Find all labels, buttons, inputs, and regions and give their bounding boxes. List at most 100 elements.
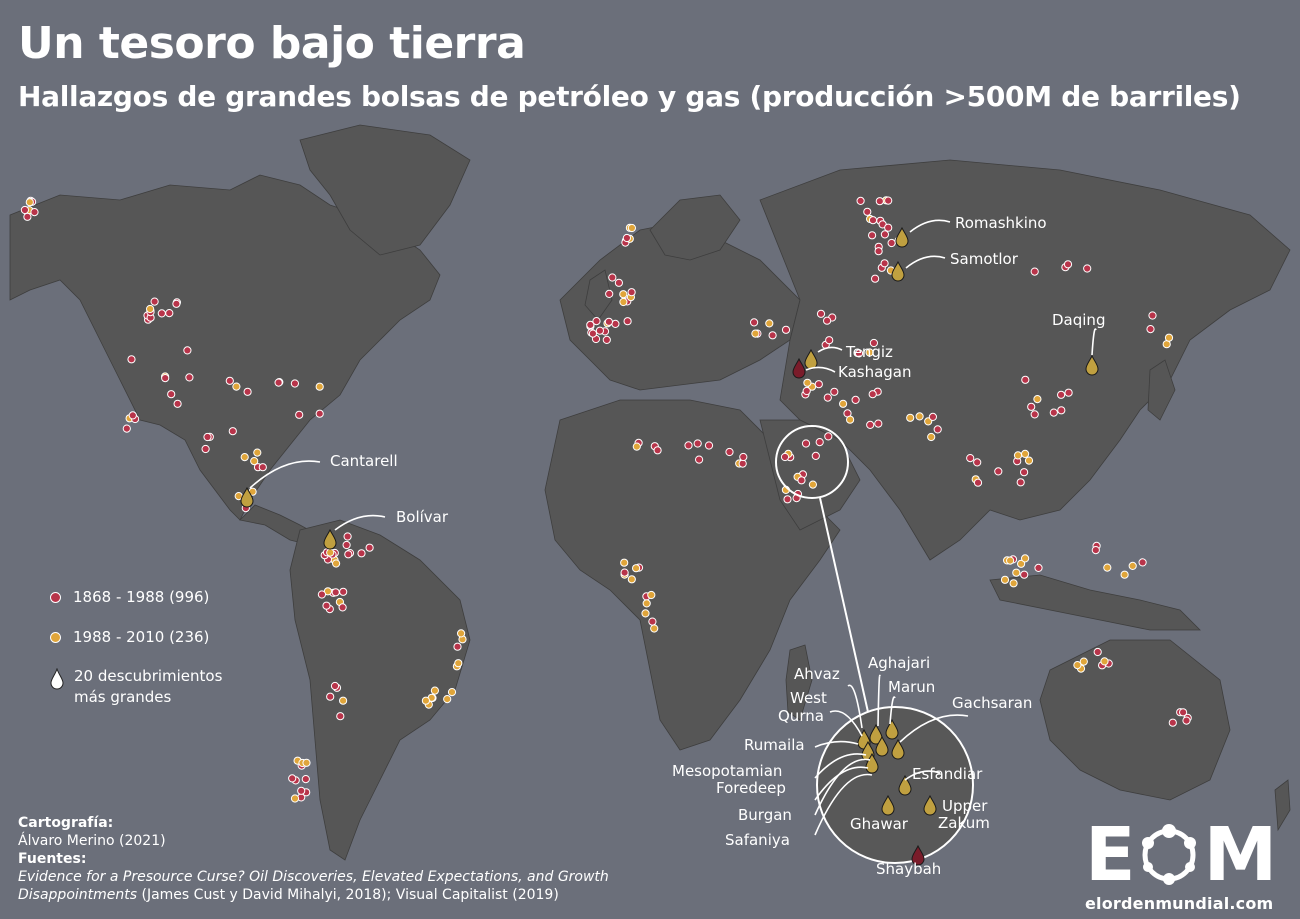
discovery-dot xyxy=(627,288,636,297)
discovery-dot xyxy=(768,331,777,340)
field-labels: Romashkino Samotlor Daqing Tengiz Kashag… xyxy=(330,214,1105,878)
legend-label-largest-line1: 20 descubrimientos xyxy=(74,667,223,685)
discovery-dot xyxy=(165,309,174,318)
cartography-value: Álvaro Merino (2021) xyxy=(18,833,166,849)
australia xyxy=(1039,639,1231,801)
oil-drop-marker xyxy=(911,844,925,866)
label-arrow xyxy=(904,770,941,781)
logo-letter-e: E xyxy=(1085,812,1136,898)
label-arrow xyxy=(814,740,859,748)
discovery-dot xyxy=(874,419,883,428)
label-tengiz: Tengiz xyxy=(845,343,893,361)
discovery-dot xyxy=(627,575,636,584)
discovery-dot xyxy=(815,438,824,447)
cartography-label: Cartografía: xyxy=(18,815,114,831)
discovery-dot xyxy=(326,548,335,557)
discovery-dot xyxy=(973,478,983,487)
label-mesopotamian: Mesopotamian xyxy=(672,762,782,780)
discovery-dot xyxy=(1079,657,1088,666)
discovery-dot xyxy=(302,758,311,767)
south-america xyxy=(289,519,471,861)
legend-item-largest: 20 descubrimientos más grandes xyxy=(50,666,222,708)
legend: 1868 - 1988 (996) 1988 - 2010 (236) 20 d… xyxy=(50,588,222,722)
discovery-dot xyxy=(884,196,893,205)
discovery-dot xyxy=(20,205,29,215)
map-subtitle: Hallazgos de grandes bolsas de petróleo … xyxy=(18,80,1241,113)
discovery-dot xyxy=(933,425,942,434)
label-arrow xyxy=(814,766,869,801)
legend-label-largest: 20 descubrimientos más grandes xyxy=(74,666,222,708)
discovery-dot xyxy=(604,317,614,326)
logo-letter-m: M xyxy=(1203,812,1278,898)
discovery-dot xyxy=(906,413,915,422)
discovery-dot xyxy=(868,216,878,225)
discovery-dot xyxy=(343,532,352,541)
discovery-dot xyxy=(781,325,791,334)
discovery-dot xyxy=(619,297,628,307)
discovery-dot xyxy=(161,374,170,383)
discovery-dot xyxy=(738,459,747,468)
discovery-dot xyxy=(225,376,234,385)
discovery-dot xyxy=(839,399,848,408)
discovery-dot xyxy=(830,387,839,396)
label-esfandiar: Esfandiar xyxy=(912,765,983,783)
logo-globe-icon xyxy=(1141,824,1196,885)
discovery-dot xyxy=(739,452,748,462)
gulf-highlight-circle xyxy=(775,425,849,499)
discovery-dot xyxy=(326,692,335,701)
discovery-dot xyxy=(1179,708,1188,717)
discovery-dot xyxy=(620,558,629,567)
source-title-line1: Evidence for a Presource Curse? Oil Disc… xyxy=(18,869,609,885)
discovery-dot xyxy=(641,609,650,618)
discovery-dot xyxy=(301,775,310,784)
discovery-dot xyxy=(811,451,820,460)
discovery-dot xyxy=(453,642,462,651)
discovery-dot xyxy=(339,587,348,596)
label-cantarell: Cantarell xyxy=(330,452,398,470)
discovery-dot xyxy=(331,588,340,597)
discovery-dot xyxy=(1020,468,1029,477)
discovery-dot xyxy=(623,317,632,326)
discovery-dot xyxy=(801,439,811,448)
oil-drop-marker xyxy=(923,794,937,816)
discovery-dot xyxy=(128,411,137,420)
label-arrow xyxy=(249,460,321,489)
discovery-dot xyxy=(1000,575,1010,584)
discovery-dot xyxy=(1006,556,1015,565)
discovery-dot xyxy=(232,382,241,391)
source-details: (James Cust y David Mihalyi, 2018); Visu… xyxy=(137,887,559,903)
discovery-dot xyxy=(1021,554,1030,563)
madagascar xyxy=(785,644,813,721)
oil-drop-marker xyxy=(891,738,905,760)
label-upper-zakum-1: Upper xyxy=(942,797,988,815)
map-title: Un tesoro bajo tierra xyxy=(18,18,526,69)
discovery-dot xyxy=(339,696,348,705)
discovery-dot xyxy=(808,480,818,489)
legend-item-period-2: 1988 - 2010 (236) xyxy=(50,628,222,646)
discovery-dot xyxy=(243,387,252,396)
discovery-dot xyxy=(725,447,734,457)
discovery-dot xyxy=(868,390,877,399)
label-upper-zakum-2: Zakum xyxy=(938,814,990,832)
discovery-dot xyxy=(693,439,702,448)
discovery-dot xyxy=(622,233,632,243)
discovery-dot xyxy=(823,393,832,402)
discovery-dot xyxy=(1016,478,1025,487)
discovery-dot xyxy=(653,446,662,455)
discovery-dot xyxy=(632,442,641,451)
discovery-dot xyxy=(620,568,629,577)
discovery-dot xyxy=(825,336,834,345)
legend-label-period-1: 1868 - 1988 (996) xyxy=(73,588,210,606)
discovery-dot xyxy=(240,453,249,462)
discovery-dot xyxy=(297,786,306,795)
label-burgan: Burgan xyxy=(738,806,792,824)
discovery-dot xyxy=(1033,395,1042,404)
label-ahvaz: Ahvaz xyxy=(794,665,840,683)
discovery-dot xyxy=(274,378,283,387)
discovery-dot xyxy=(1024,456,1034,465)
discovery-dot xyxy=(1182,716,1191,725)
oil-drop-marker xyxy=(240,486,254,508)
legend-item-period-1: 1868 - 1988 (996) xyxy=(50,588,222,606)
discovery-dot xyxy=(605,289,614,298)
